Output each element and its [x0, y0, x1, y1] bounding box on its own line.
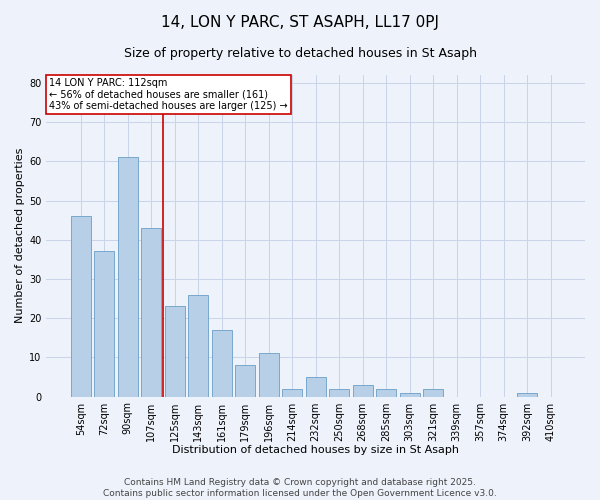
Bar [94, 252, 115, 396]
Bar [423, 389, 443, 396]
Bar [71, 216, 91, 396]
Bar [259, 354, 279, 397]
Bar [142, 228, 161, 396]
Text: 14, LON Y PARC, ST ASAPH, LL17 0PJ: 14, LON Y PARC, ST ASAPH, LL17 0PJ [161, 15, 439, 30]
Bar [118, 158, 138, 396]
Bar [353, 385, 373, 396]
Bar [165, 306, 185, 396]
Bar [306, 377, 326, 396]
X-axis label: Distribution of detached houses by size in St Asaph: Distribution of detached houses by size … [172, 445, 459, 455]
Bar [376, 389, 396, 396]
Bar [517, 392, 537, 396]
Bar [400, 392, 419, 396]
Y-axis label: Number of detached properties: Number of detached properties [15, 148, 25, 324]
Text: Contains HM Land Registry data © Crown copyright and database right 2025.
Contai: Contains HM Land Registry data © Crown c… [103, 478, 497, 498]
Text: Size of property relative to detached houses in St Asaph: Size of property relative to detached ho… [124, 48, 476, 60]
Text: 14 LON Y PARC: 112sqm
← 56% of detached houses are smaller (161)
43% of semi-det: 14 LON Y PARC: 112sqm ← 56% of detached … [49, 78, 288, 112]
Bar [235, 365, 255, 396]
Bar [329, 389, 349, 396]
Bar [212, 330, 232, 396]
Bar [282, 389, 302, 396]
Bar [188, 294, 208, 396]
